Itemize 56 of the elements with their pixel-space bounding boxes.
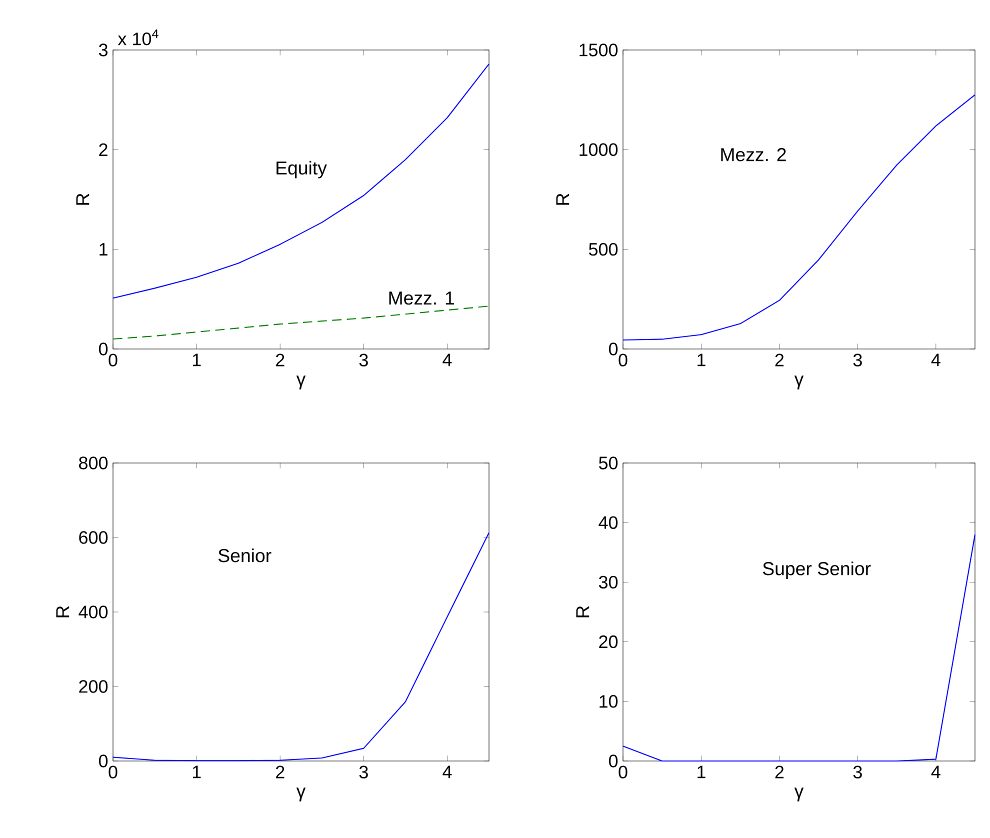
x-tick-label: 3 [853,354,862,366]
text: Senior [218,548,272,562]
line-series [622,94,976,341]
y-tick-label: 800 [79,456,108,470]
y-tick-label: 2 [99,143,108,156]
x-axis-title: γ [296,788,306,802]
y-tick-label: 200 [79,680,108,693]
x-tick-label: 3 [359,354,368,366]
x-tick-label: 0 [108,354,118,366]
x-tick-label: 3 [853,766,862,778]
x-tick-label: 2 [775,766,784,778]
y-tick-label: 20 [599,635,618,648]
y-axis-title: R [576,606,590,618]
y-axis-title: R [76,194,90,205]
x-tick-label: 0 [618,354,628,366]
y-axis-title: R [56,606,70,618]
x-tick-label: 1 [698,354,706,366]
x-tick-label: 1 [192,766,201,778]
y-tick-label: 1500 [580,44,618,56]
y-tick-label: 1 [100,243,108,256]
y-tick-label: 30 [598,576,618,589]
y-axis-title: R [556,194,570,205]
y-tick-label: 0 [608,754,618,768]
x-tick-label: 4 [442,354,452,366]
x-tick-label: 0 [618,766,628,778]
y-tick-label: 50 [598,456,618,470]
x-axis-title: γ [296,376,306,390]
x-tick-label: 2 [775,354,784,366]
y-tick-label: 1000 [580,143,618,156]
x-tick-label: 1 [192,354,201,366]
y-tick-label: 600 [79,531,108,544]
x-axis-title: γ [794,376,804,390]
x-tick-label: 2 [276,766,284,778]
series-label: Equity [276,160,327,178]
y-tick-label: 3 [98,44,108,56]
line-series [112,532,490,762]
x-tick-label: 4 [931,354,940,366]
series-label: Mezz. 1 [389,292,454,305]
x-tick-label: 4 [442,766,452,778]
y-tick-label: 10 [600,695,618,708]
text: Mezz. 2 [721,148,786,162]
x-tick-label: 0 [108,766,118,778]
x-tick-label: 4 [931,766,940,778]
y-tick-label: 500 [588,242,618,256]
y-tick-label: 0 [98,342,108,356]
y-tick-label: 0 [608,342,618,356]
x-tick-label: 3 [359,766,368,778]
x-tick-label: 2 [276,354,284,366]
y-tick-label: 0 [98,754,108,768]
text: Super Senior [762,562,871,579]
text: x 10$^{4}$ [118,29,158,46]
y-tick-label: 400 [78,606,108,618]
line-series [112,306,490,340]
y-tick-label: 40 [598,516,618,529]
x-tick-label: 1 [698,766,706,778]
x-axis-title: γ [794,788,804,802]
